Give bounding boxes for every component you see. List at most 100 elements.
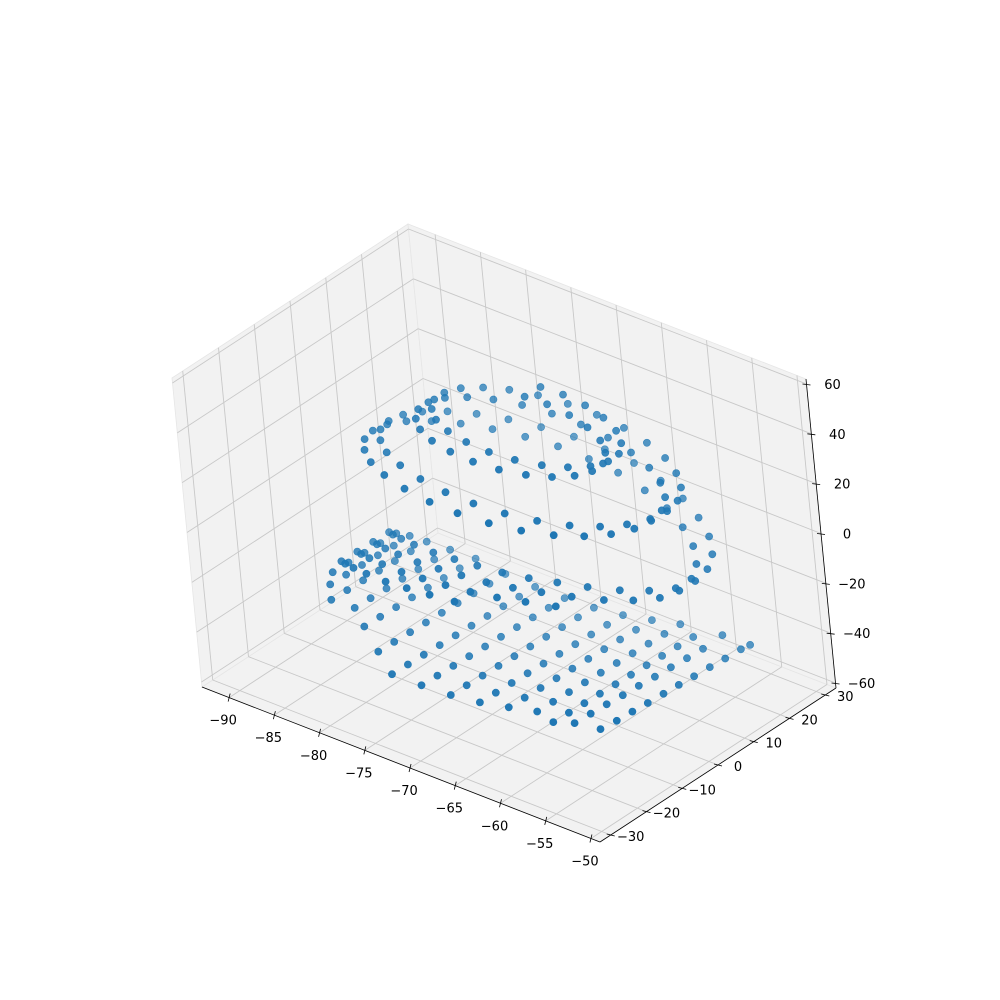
scatter-point (581, 678, 589, 687)
y-tick-mark (785, 716, 794, 720)
scatter-point (360, 445, 369, 454)
y-tick-mark (713, 763, 723, 767)
scatter-point (357, 550, 365, 558)
scatter-point (399, 410, 407, 419)
scatter-point (555, 650, 564, 658)
scatter-point (419, 650, 428, 659)
scatter-point (623, 520, 631, 529)
scatter-point (565, 411, 574, 419)
scatter-point (617, 439, 626, 448)
scatter-point (439, 574, 448, 582)
z-tick-mark (812, 483, 821, 486)
scatter-point (567, 592, 576, 601)
scatter-point (376, 425, 385, 434)
scatter-point (618, 691, 627, 700)
y-gridline (248, 656, 647, 813)
scatter-point (607, 530, 615, 538)
scatter-point (366, 458, 375, 466)
scatter-point (365, 554, 374, 563)
scatter-point (406, 547, 415, 556)
scatter-point (580, 699, 589, 708)
x-tick-mark (544, 816, 548, 825)
scatter-point (483, 612, 492, 620)
scatter-point (400, 484, 409, 493)
y-tick-label: 20 (801, 713, 818, 728)
scatter-point (510, 455, 519, 464)
scatter-point (549, 718, 558, 726)
scatter-point (374, 647, 383, 656)
scatter-point (469, 499, 478, 508)
scatter-point (390, 557, 399, 565)
scatter-point (366, 594, 375, 603)
scatter-point (462, 681, 471, 690)
scatter-point (414, 405, 423, 414)
y-gridline (391, 562, 790, 719)
scatter-point (539, 659, 548, 668)
y-tick-mark (678, 786, 687, 790)
scatter-point (667, 663, 675, 672)
scatter-point (627, 448, 635, 457)
scatter-point (327, 595, 336, 604)
scatter-point (417, 681, 426, 690)
scatter-point (542, 632, 551, 641)
scatter-point (406, 628, 414, 637)
scatter-point (504, 703, 513, 712)
scatter-point (421, 618, 430, 627)
scatter-point (358, 561, 366, 569)
scatter-point (718, 631, 727, 639)
scatter-point (499, 602, 508, 611)
scatter-point (341, 559, 350, 568)
scatter-point (551, 602, 560, 611)
scatter-point (509, 583, 517, 592)
scatter-points (326, 383, 754, 733)
scatter-point (446, 447, 455, 456)
scatter-point (661, 454, 669, 462)
scatter-point (526, 642, 535, 651)
scatter-point (498, 568, 507, 577)
scatter-point (677, 483, 685, 492)
scatter-point (620, 423, 628, 432)
y-tick-label: −10 (689, 783, 716, 798)
scatter-point (612, 659, 621, 667)
scatter-point (394, 550, 402, 559)
scatter-point (433, 671, 442, 680)
scatter-point (494, 465, 503, 474)
scatter-point (583, 583, 592, 591)
scatter-point (645, 586, 654, 595)
scatter-point (388, 670, 396, 679)
scatter-point (596, 725, 605, 733)
scatter-point (455, 564, 464, 573)
z-gridline (417, 328, 817, 485)
y-tick-mark (749, 740, 758, 744)
scatter-point (397, 568, 406, 576)
scatter-point (699, 644, 707, 653)
scatter-point (504, 415, 513, 424)
scatter-point (413, 558, 422, 567)
scatter-point (422, 537, 431, 546)
scatter-point (616, 635, 624, 644)
x-tick-label: −70 (390, 784, 417, 799)
scatter-point (604, 433, 612, 442)
scatter-point (482, 578, 491, 587)
y-tick-mark (606, 833, 615, 837)
y-tick-label: −30 (617, 830, 644, 845)
scatter-point (642, 661, 651, 670)
scatter-point (603, 620, 611, 629)
scatter-point (568, 664, 577, 673)
scatter-point (552, 674, 561, 683)
scatter-point (558, 623, 566, 631)
scatter-point (390, 638, 399, 646)
scatter-point (533, 517, 541, 525)
z-gridline (437, 527, 836, 684)
scatter-point (403, 660, 412, 669)
scatter-point (629, 596, 638, 605)
scatter-point (489, 395, 498, 404)
scatter-point (602, 700, 611, 709)
scatter-point (451, 631, 460, 640)
scatter-point (592, 410, 601, 419)
scatter-point (584, 655, 593, 663)
scatter-point (405, 532, 414, 540)
scatter-point (673, 496, 682, 505)
